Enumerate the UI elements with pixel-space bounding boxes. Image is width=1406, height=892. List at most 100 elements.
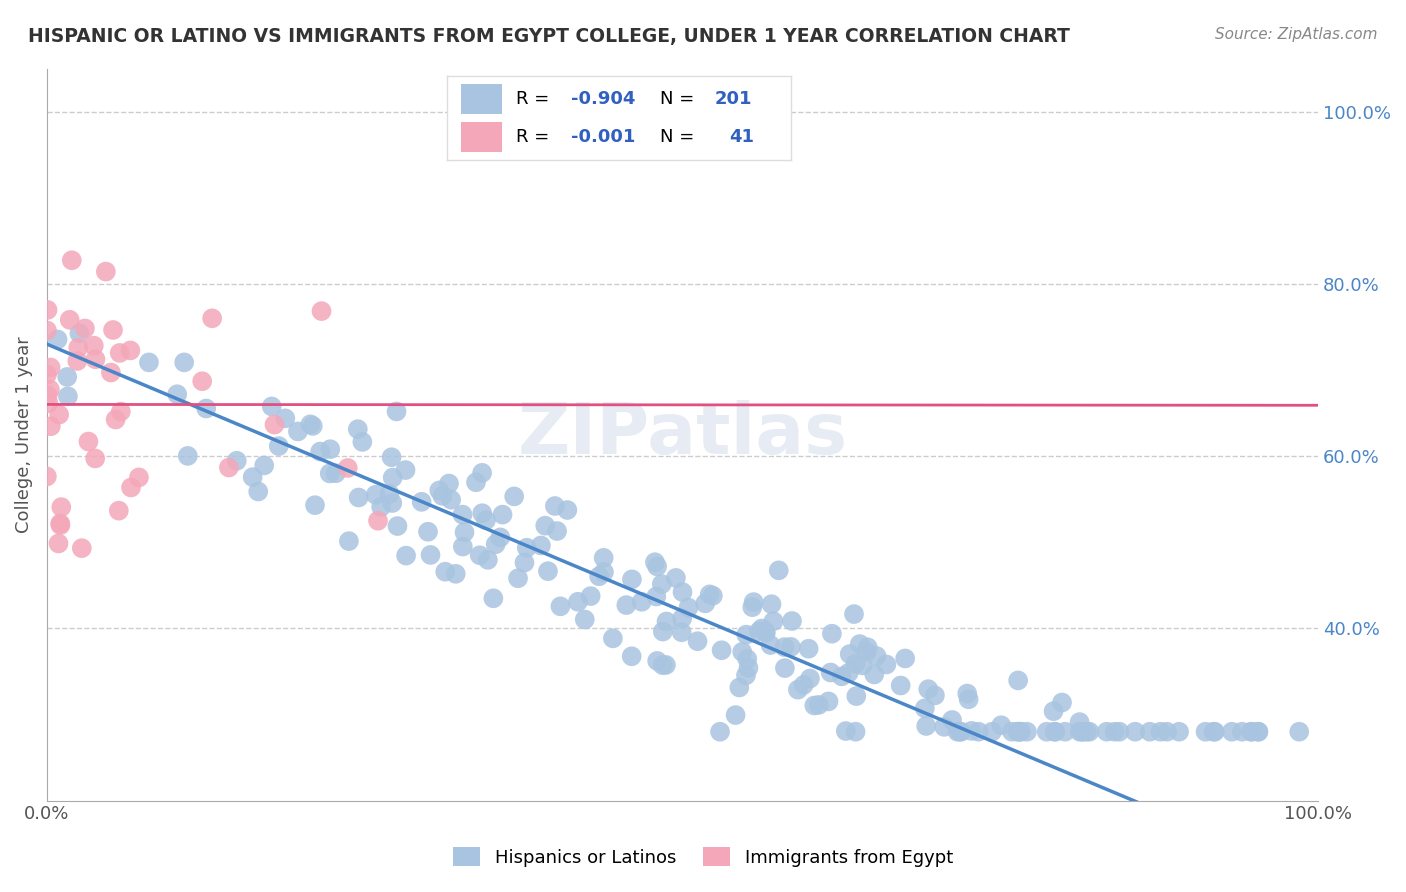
Hispanics or Latinos: [1010, 724, 1032, 739]
Hispanics or Latinos: [138, 355, 160, 369]
Hispanics or Latinos: [475, 513, 498, 527]
Hispanics or Latinos: [620, 573, 643, 587]
Hispanics or Latinos: [1220, 724, 1243, 739]
Hispanics or Latinos: [1194, 724, 1216, 739]
Immigrants from Egypt: [201, 311, 224, 326]
Hispanics or Latinos: [395, 549, 418, 563]
Hispanics or Latinos: [544, 499, 567, 513]
Hispanics or Latinos: [914, 701, 936, 715]
Hispanics or Latinos: [1050, 696, 1073, 710]
Hispanics or Latinos: [917, 682, 939, 697]
Hispanics or Latinos: [485, 537, 508, 551]
Hispanics or Latinos: [325, 467, 347, 481]
Hispanics or Latinos: [645, 590, 668, 604]
Hispanics or Latinos: [735, 627, 758, 641]
Hispanics or Latinos: [56, 389, 79, 403]
Hispanics or Latinos: [503, 489, 526, 503]
Immigrants from Egypt: [73, 321, 96, 335]
Text: ZIPatlas: ZIPatlas: [517, 401, 848, 469]
Hispanics or Latinos: [709, 724, 731, 739]
Hispanics or Latinos: [301, 419, 323, 434]
Hispanics or Latinos: [319, 467, 342, 481]
Immigrants from Egypt: [38, 396, 60, 410]
Hispanics or Latinos: [1095, 724, 1118, 739]
Hispanics or Latinos: [381, 470, 404, 484]
Hispanics or Latinos: [1078, 724, 1101, 739]
Hispanics or Latinos: [842, 607, 865, 621]
Hispanics or Latinos: [620, 649, 643, 664]
Hispanics or Latinos: [1149, 724, 1171, 739]
Hispanics or Latinos: [1010, 724, 1032, 739]
Hispanics or Latinos: [534, 518, 557, 533]
Hispanics or Latinos: [482, 591, 505, 606]
Hispanics or Latinos: [593, 565, 616, 579]
Immigrants from Egypt: [39, 360, 62, 375]
Hispanics or Latinos: [797, 641, 820, 656]
Legend: Hispanics or Latinos, Immigrants from Egypt: Hispanics or Latinos, Immigrants from Eg…: [446, 840, 960, 874]
Hispanics or Latinos: [1007, 724, 1029, 739]
Immigrants from Egypt: [67, 341, 90, 355]
Hispanics or Latinos: [1230, 724, 1253, 739]
Hispanics or Latinos: [1108, 724, 1130, 739]
Hispanics or Latinos: [787, 682, 810, 697]
Hispanics or Latinos: [471, 506, 494, 520]
Hispanics or Latinos: [394, 463, 416, 477]
Hispanics or Latinos: [793, 678, 815, 692]
Hispanics or Latinos: [378, 487, 401, 501]
Immigrants from Egypt: [108, 346, 131, 360]
Hispanics or Latinos: [755, 626, 778, 640]
Hispanics or Latinos: [1043, 724, 1066, 739]
Hispanics or Latinos: [941, 713, 963, 727]
Hispanics or Latinos: [1035, 724, 1057, 739]
Hispanics or Latinos: [274, 411, 297, 425]
Hispanics or Latinos: [432, 489, 454, 503]
Hispanics or Latinos: [699, 587, 721, 601]
Hispanics or Latinos: [253, 458, 276, 473]
Hispanics or Latinos: [46, 333, 69, 347]
Hispanics or Latinos: [1156, 724, 1178, 739]
Immigrants from Egypt: [77, 434, 100, 449]
Hispanics or Latinos: [434, 565, 457, 579]
Hispanics or Latinos: [894, 651, 917, 665]
Hispanics or Latinos: [411, 495, 433, 509]
Hispanics or Latinos: [1247, 724, 1270, 739]
Immigrants from Egypt: [35, 323, 58, 337]
Hispanics or Latinos: [855, 645, 877, 659]
Hispanics or Latinos: [803, 698, 825, 713]
Hispanics or Latinos: [981, 724, 1004, 739]
Hispanics or Latinos: [835, 724, 858, 739]
Immigrants from Egypt: [191, 374, 214, 388]
Hispanics or Latinos: [735, 652, 758, 666]
Hispanics or Latinos: [242, 470, 264, 484]
Hispanics or Latinos: [1054, 724, 1077, 739]
Hispanics or Latinos: [851, 658, 873, 673]
Hispanics or Latinos: [651, 577, 673, 591]
Immigrants from Egypt: [59, 313, 82, 327]
Immigrants from Egypt: [70, 541, 93, 556]
Hispanics or Latinos: [592, 550, 614, 565]
Hispanics or Latinos: [844, 657, 866, 671]
Hispanics or Latinos: [260, 400, 283, 414]
Text: HISPANIC OR LATINO VS IMMIGRANTS FROM EGYPT COLLEGE, UNDER 1 YEAR CORRELATION CH: HISPANIC OR LATINO VS IMMIGRANTS FROM EG…: [28, 27, 1070, 45]
Immigrants from Egypt: [66, 354, 89, 368]
Hispanics or Latinos: [247, 484, 270, 499]
Hispanics or Latinos: [477, 553, 499, 567]
Hispanics or Latinos: [537, 564, 560, 578]
Hispanics or Latinos: [444, 566, 467, 581]
Hispanics or Latinos: [319, 442, 342, 457]
Hispanics or Latinos: [779, 640, 801, 654]
Hispanics or Latinos: [387, 519, 409, 533]
Hispanics or Latinos: [644, 555, 666, 569]
Hispanics or Latinos: [956, 686, 979, 700]
Hispanics or Latinos: [731, 645, 754, 659]
Hispanics or Latinos: [957, 692, 980, 706]
Hispanics or Latinos: [695, 596, 717, 610]
Hispanics or Latinos: [352, 434, 374, 449]
Hispanics or Latinos: [1043, 724, 1066, 739]
Hispanics or Latinos: [856, 640, 879, 655]
Hispanics or Latinos: [1288, 724, 1310, 739]
Hispanics or Latinos: [166, 387, 188, 401]
Hispanics or Latinos: [1123, 724, 1146, 739]
Hispanics or Latinos: [602, 632, 624, 646]
Hispanics or Latinos: [838, 647, 860, 661]
